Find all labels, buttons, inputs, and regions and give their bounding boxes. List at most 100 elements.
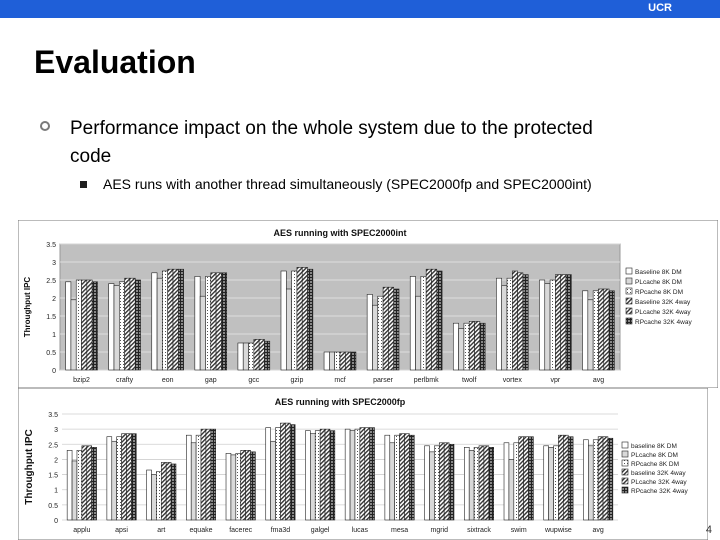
bar xyxy=(436,270,443,371)
legend-swatch xyxy=(625,267,633,275)
bar xyxy=(339,351,346,371)
bar xyxy=(394,434,400,521)
bar xyxy=(329,351,335,371)
bar xyxy=(366,294,373,371)
bar xyxy=(194,276,201,371)
legend-swatch xyxy=(621,459,629,467)
bar xyxy=(468,321,475,371)
bullet-text-main: Performance impact on the whole system d… xyxy=(70,118,593,167)
x-tick-label: sixtrack xyxy=(467,527,491,534)
bar xyxy=(448,443,455,521)
bar xyxy=(329,430,336,521)
bar xyxy=(65,281,72,371)
bar xyxy=(265,427,271,521)
bar xyxy=(539,279,546,371)
bar xyxy=(250,451,256,521)
x-tick-label: avg xyxy=(593,377,604,384)
bar xyxy=(113,285,120,371)
bar xyxy=(474,321,481,371)
bar xyxy=(344,428,351,521)
bar xyxy=(513,442,520,521)
bar xyxy=(420,276,427,371)
bar xyxy=(409,434,415,521)
bar xyxy=(170,463,177,521)
y-tick-label: 3.5 xyxy=(46,242,56,249)
chart-spec2000fp: AES running with SPEC2000fp 0 0.5 1 1.5 2 2.5 3… xyxy=(18,388,708,540)
bar xyxy=(156,277,163,371)
y-tick-label: 2.5 xyxy=(46,278,56,285)
bar xyxy=(424,445,430,521)
bar xyxy=(310,433,316,521)
slide-title: Evaluation xyxy=(34,44,196,80)
y-tick-label: 2 xyxy=(52,296,56,303)
bar xyxy=(280,422,286,521)
square-bullet-icon xyxy=(80,181,87,188)
bar xyxy=(66,450,73,521)
bar xyxy=(205,276,212,371)
bar xyxy=(305,430,311,521)
bar xyxy=(151,272,158,371)
bar xyxy=(560,274,567,371)
x-tick-label: gap xyxy=(205,377,217,384)
x-tick-label: equake xyxy=(190,527,213,534)
bar xyxy=(129,277,136,371)
plot-area xyxy=(59,243,621,371)
bar xyxy=(131,433,137,521)
bar xyxy=(452,322,459,371)
x-tick-label: eon xyxy=(162,377,174,384)
bar xyxy=(393,288,400,371)
bar xyxy=(195,434,202,521)
legend-swatch xyxy=(625,317,633,325)
y-tick-label: 0.5 xyxy=(46,350,56,357)
bar xyxy=(372,304,379,371)
y-tick-label: 0 xyxy=(52,368,56,375)
legend-swatch xyxy=(621,468,629,476)
bar xyxy=(146,469,152,521)
bar xyxy=(429,451,435,521)
legend-entry: PLcache 32K 4way xyxy=(635,309,691,316)
y-tick-label: 1 xyxy=(52,332,56,339)
y-tick-label: 1 xyxy=(54,488,58,495)
legend-entry: Baseline 8K DM xyxy=(635,269,682,276)
bar xyxy=(160,462,167,521)
x-tick-label: mgrid xyxy=(431,527,449,534)
bar xyxy=(377,295,384,371)
bar xyxy=(162,270,168,371)
bar xyxy=(548,447,554,521)
y-tick-label: 1.5 xyxy=(46,314,56,321)
x-tick-label: avg xyxy=(592,527,603,534)
x-tick-label: wupwise xyxy=(544,527,572,534)
x-tick-label: fma3d xyxy=(271,527,291,534)
bar xyxy=(382,286,389,371)
legend-swatch xyxy=(621,486,629,494)
bar xyxy=(253,339,260,371)
x-tick-label: mesa xyxy=(391,527,408,534)
bar xyxy=(319,428,326,521)
bar xyxy=(307,268,314,371)
bar xyxy=(592,439,599,521)
bar xyxy=(404,433,410,521)
bar xyxy=(558,434,564,521)
bar xyxy=(172,268,179,371)
bar xyxy=(345,351,351,371)
bar xyxy=(415,295,422,371)
bar xyxy=(431,268,438,371)
bar xyxy=(479,322,486,371)
y-tick-label: 1.5 xyxy=(48,473,58,480)
bar xyxy=(199,295,206,371)
bar xyxy=(75,279,82,371)
bar xyxy=(230,454,237,521)
bar xyxy=(245,450,251,521)
bar xyxy=(488,447,494,521)
bar xyxy=(425,268,432,371)
bar xyxy=(167,268,174,371)
bar xyxy=(553,445,559,521)
bar xyxy=(285,422,291,521)
legend-entry: PLcache 32K 4way xyxy=(631,479,687,486)
bar xyxy=(349,430,356,521)
bar xyxy=(165,462,172,521)
bar xyxy=(200,428,207,521)
legend-entry: baseline 32K 4way xyxy=(631,470,686,477)
bar xyxy=(496,277,502,371)
bar xyxy=(443,442,450,521)
